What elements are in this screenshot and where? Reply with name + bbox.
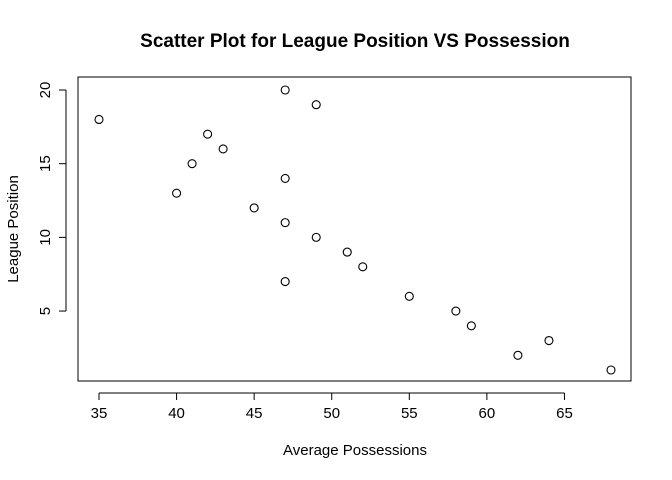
plot-frame [77, 76, 632, 382]
x-tick-label: 50 [323, 405, 340, 422]
x-axis: 35 40 45 50 55 60 65 [91, 392, 573, 422]
y-tick-label: 20 [37, 82, 54, 99]
x-tick-label: 55 [401, 405, 418, 422]
x-tick-label: 45 [246, 405, 263, 422]
data-point [280, 218, 290, 228]
y-tick-label: 5 [37, 307, 54, 315]
data-point [342, 247, 352, 257]
data-point [172, 188, 182, 198]
x-axis-label: Average Possessions [283, 442, 427, 459]
x-tick-label: 35 [91, 405, 108, 422]
x-tick-label: 60 [479, 405, 496, 422]
data-point [358, 262, 368, 272]
y-axis-label: League Position [5, 175, 22, 283]
y-axis: 5 10 15 20 [37, 82, 67, 315]
data-point [280, 277, 290, 287]
data-point [451, 306, 461, 316]
data-point [311, 232, 321, 242]
y-tick-label: 15 [37, 155, 54, 172]
data-point [606, 365, 616, 375]
data-point [404, 291, 414, 301]
x-tick-label: 65 [556, 405, 573, 422]
data-point [513, 350, 523, 360]
data-point [280, 173, 290, 183]
data-point [203, 129, 213, 139]
x-tick-label: 40 [168, 405, 185, 422]
y-tick-label: 10 [37, 229, 54, 246]
data-point [280, 85, 290, 95]
data-point [311, 100, 321, 110]
data-point [187, 159, 197, 169]
data-point [466, 321, 476, 331]
data-point [544, 335, 554, 346]
data-point [218, 144, 228, 154]
chart-title: Scatter Plot for League Position VS Poss… [140, 31, 570, 52]
data-points [94, 85, 616, 375]
data-point [249, 203, 259, 213]
data-point [94, 114, 104, 125]
